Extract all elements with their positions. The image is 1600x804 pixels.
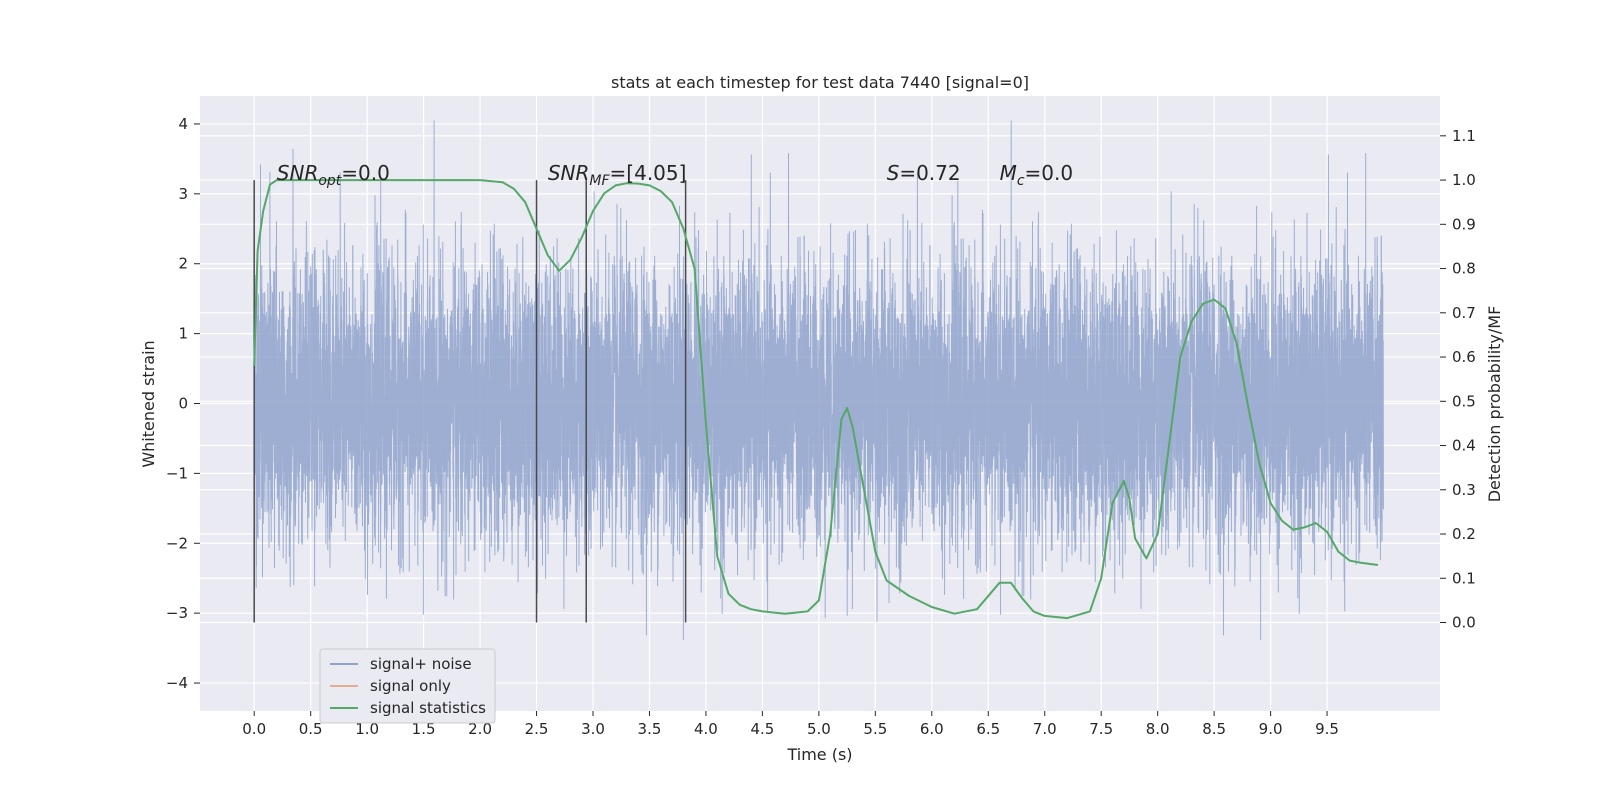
x-tick-label-16: 8.0 (1146, 720, 1170, 738)
y-axis-right-ticks: 0.0 0.1 0.2 0.3 0.4 0.5 0.6 0.7 0.8 0.9 1.0 1.1 (1440, 127, 1476, 632)
y-right-tick-label-11: 1.1 (1452, 127, 1476, 145)
y-left-tick-label-8: 4 (178, 115, 188, 133)
annotation-3: Mc=0.0 (1000, 161, 1074, 189)
annotation-0: SNRopt=0.0 (277, 161, 390, 189)
annotation-1: SNRMF=[4.05] (548, 161, 687, 189)
x-tick-label-12: 6.0 (920, 720, 944, 738)
vertical-markers (253, 180, 687, 623)
x-tick-label-15: 7.5 (1089, 720, 1113, 738)
x-tick-label-0: 0.0 (242, 720, 266, 738)
legend-label-signal-only: signal only (370, 677, 451, 695)
annotations: SNRopt=0.0 SNRMF=[4.05] S=0.72 Mc=0.0 (277, 161, 1073, 189)
y-left-tick-label-4: 0 (178, 395, 188, 413)
x-tick-label-1: 0.5 (299, 720, 323, 738)
y-right-tick-label-1: 0.1 (1452, 569, 1476, 587)
series-signal-statistics (253, 179, 1379, 620)
x-tick-label-2: 1.0 (355, 720, 379, 738)
legend: signal+ noise signal only signal statist… (319, 648, 496, 724)
y-right-tick-label-8: 0.8 (1452, 260, 1476, 278)
y-right-tick-label-7: 0.7 (1452, 304, 1476, 322)
x-tick-label-7: 3.5 (638, 720, 662, 738)
legend-label-signal-statistics: signal statistics (370, 699, 486, 717)
legend-label-signal-plus-noise: signal+ noise (370, 655, 472, 673)
y-left-tick-label-5: 1 (178, 325, 188, 343)
y-left-tick-label-2: −2 (166, 534, 188, 552)
y-left-tick-label-7: 3 (178, 185, 188, 203)
x-tick-label-18: 9.0 (1259, 720, 1283, 738)
y-left-tick-label-6: 2 (178, 255, 188, 273)
x-tick-label-11: 5.5 (863, 720, 887, 738)
y-left-tick-label-0: −4 (166, 674, 188, 692)
y-right-tick-label-2: 0.2 (1452, 525, 1476, 543)
x-axis-label: Time (s) (786, 745, 852, 764)
x-tick-label-19: 9.5 (1315, 720, 1339, 738)
y-axis-left-ticks: −4 −3 −2 −1 0 1 2 3 4 (166, 115, 200, 692)
y-right-tick-label-3: 0.3 (1452, 481, 1476, 499)
annotation-2: S=0.72 (887, 161, 961, 185)
x-axis-ticks: 0.0 0.5 1.0 1.5 2.0 2.5 3.0 3.5 4.0 4.5 5.0 5.5 6.0 6… (242, 711, 1339, 738)
x-tick-label-13: 6.5 (976, 720, 1000, 738)
y-right-tick-label-4: 0.4 (1452, 437, 1476, 455)
x-tick-label-14: 7.0 (1033, 720, 1057, 738)
x-tick-label-4: 2.0 (468, 720, 492, 738)
x-tick-label-9: 4.5 (750, 720, 774, 738)
y-left-tick-label-1: −3 (166, 604, 188, 622)
chart-title: stats at each timestep for test data 744… (611, 73, 1029, 92)
series-signal-plus-noise (253, 120, 1384, 640)
y-right-tick-label-0: 0.0 (1452, 614, 1476, 632)
line-signal-plus-noise (253, 120, 1384, 640)
line-signal-statistics (253, 179, 1379, 620)
y-left-tick-label-3: −1 (166, 464, 188, 482)
x-tick-label-17: 8.5 (1202, 720, 1226, 738)
x-tick-label-8: 4.0 (694, 720, 718, 738)
x-tick-label-6: 3.0 (581, 720, 605, 738)
y-right-tick-label-5: 0.5 (1452, 392, 1476, 410)
legend-box (319, 648, 496, 724)
y-right-tick-label-9: 0.9 (1452, 215, 1476, 233)
y-right-tick-label-10: 1.0 (1452, 171, 1476, 189)
y-axis-right-label: Detection probability/MF (1485, 306, 1504, 503)
x-tick-label-10: 5.0 (807, 720, 831, 738)
x-tick-label-3: 1.5 (412, 720, 436, 738)
y-axis-left-label: Whitened strain (139, 340, 158, 467)
y-right-tick-label-6: 0.6 (1452, 348, 1476, 366)
x-tick-label-5: 2.5 (525, 720, 549, 738)
